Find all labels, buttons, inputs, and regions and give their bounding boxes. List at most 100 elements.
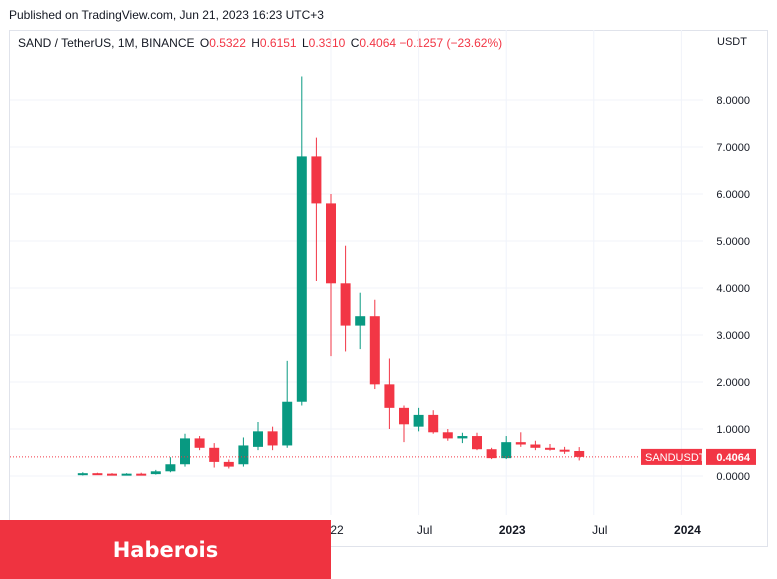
chart-frame bbox=[9, 30, 768, 547]
candle bbox=[296, 76, 307, 406]
candle-body bbox=[369, 316, 380, 385]
candle bbox=[369, 299, 380, 390]
candle bbox=[107, 473, 117, 476]
candle-body bbox=[238, 445, 249, 465]
candle-body bbox=[384, 384, 395, 408]
candle-body bbox=[340, 283, 351, 326]
candle bbox=[180, 433, 190, 467]
y-tick-label: 3.0000 bbox=[716, 330, 750, 342]
price-tag-bg bbox=[706, 448, 756, 465]
legend-high-label: H bbox=[251, 36, 260, 50]
candle-body bbox=[413, 414, 424, 427]
candle bbox=[223, 459, 234, 469]
candle bbox=[326, 194, 336, 357]
legend-low: 0.3310 bbox=[308, 36, 346, 50]
x-tick-label: 22 bbox=[330, 523, 344, 537]
candle-body bbox=[253, 431, 263, 447]
candle bbox=[486, 447, 497, 460]
symbol-tag: SANDUSDT bbox=[645, 452, 706, 464]
candle bbox=[92, 472, 103, 476]
candle-body bbox=[296, 156, 307, 402]
candle-body bbox=[180, 438, 190, 465]
candle-body bbox=[282, 401, 293, 446]
candle-body bbox=[399, 407, 409, 425]
x-tick-label: 2024 bbox=[674, 523, 701, 537]
time-axis: 22 Jul 2023 Jul 2024 bbox=[330, 523, 701, 537]
price-axis-unit: USDT bbox=[717, 36, 747, 48]
candle bbox=[501, 436, 512, 460]
published-label: Published on TradingView.com, Jun 21, 20… bbox=[9, 8, 324, 22]
candle bbox=[545, 444, 555, 451]
y-tick-label: 7.0000 bbox=[716, 142, 750, 154]
grid-lines bbox=[10, 30, 703, 515]
legend: SAND / TetherUS, 1M, BINANCE O0.5322 H 0.… bbox=[18, 36, 502, 50]
candle-body bbox=[311, 156, 322, 204]
candle-body bbox=[107, 473, 117, 476]
candle bbox=[384, 358, 395, 429]
candle-body bbox=[326, 203, 336, 284]
candle-body bbox=[545, 447, 555, 450]
legend-change: −0.1257 (−23.62%) bbox=[399, 36, 503, 50]
y-tick-label: 5.0000 bbox=[716, 236, 750, 248]
legend-close: 0.4064 bbox=[359, 36, 397, 50]
candle-body bbox=[267, 431, 278, 446]
candle bbox=[311, 137, 322, 281]
candle-body bbox=[559, 449, 570, 452]
candle-body bbox=[472, 436, 482, 450]
candle-body bbox=[223, 461, 234, 467]
candle bbox=[77, 472, 88, 476]
candle bbox=[574, 447, 585, 461]
watermark-banner: Haberois bbox=[0, 520, 331, 579]
candle-body bbox=[486, 449, 497, 459]
last-price-line: SANDUSDT 0.4064 bbox=[10, 448, 756, 465]
candle bbox=[136, 472, 147, 476]
candle-body bbox=[209, 447, 220, 462]
candle bbox=[340, 245, 351, 352]
candle-body bbox=[442, 432, 453, 439]
candle-body bbox=[530, 444, 541, 448]
legend-low-label: L bbox=[301, 36, 309, 50]
x-tick-label: 2023 bbox=[499, 523, 526, 537]
candle bbox=[121, 473, 132, 476]
candle-body bbox=[136, 473, 147, 476]
candle bbox=[355, 292, 366, 350]
candle bbox=[559, 446, 570, 454]
y-tick-label: 1.0000 bbox=[716, 424, 750, 436]
y-tick-label: 0.0000 bbox=[716, 471, 750, 483]
candle-body bbox=[457, 436, 468, 439]
candle bbox=[428, 410, 439, 434]
candle-body bbox=[165, 464, 176, 472]
candle bbox=[238, 437, 249, 467]
price-axis: 0.0000 1.0000 2.0000 3.0000 4.0000 5.0000 6.00… bbox=[716, 95, 750, 483]
candle-body bbox=[150, 471, 161, 475]
legend-symbol: SAND / TetherUS, 1M, BINANCE bbox=[18, 36, 195, 50]
x-tick-label: Jul bbox=[417, 523, 432, 537]
candle bbox=[442, 429, 453, 441]
candle-body bbox=[77, 473, 88, 476]
price-tag: 0.4064 bbox=[716, 452, 751, 464]
candle-body bbox=[355, 316, 366, 326]
candle bbox=[457, 432, 468, 444]
candle bbox=[515, 432, 526, 447]
candle bbox=[530, 440, 541, 451]
candle bbox=[413, 407, 424, 432]
candle-body bbox=[501, 442, 512, 459]
candle bbox=[472, 432, 482, 451]
candle bbox=[194, 436, 205, 451]
x-tick-label: Jul bbox=[592, 523, 607, 537]
candle bbox=[399, 405, 409, 443]
candle bbox=[165, 457, 176, 473]
candle bbox=[282, 360, 293, 448]
legend-open-label: O bbox=[199, 36, 210, 50]
legend-open: 0.5322 bbox=[209, 36, 246, 50]
y-tick-label: 6.0000 bbox=[716, 189, 750, 201]
y-tick-label: 8.0000 bbox=[716, 95, 750, 107]
candle bbox=[209, 443, 220, 468]
candle bbox=[253, 421, 263, 451]
candle-body bbox=[121, 473, 132, 476]
candle-body bbox=[428, 414, 439, 433]
y-tick-label: 4.0000 bbox=[716, 283, 750, 295]
candle bbox=[150, 469, 161, 475]
candle-body bbox=[515, 442, 526, 445]
